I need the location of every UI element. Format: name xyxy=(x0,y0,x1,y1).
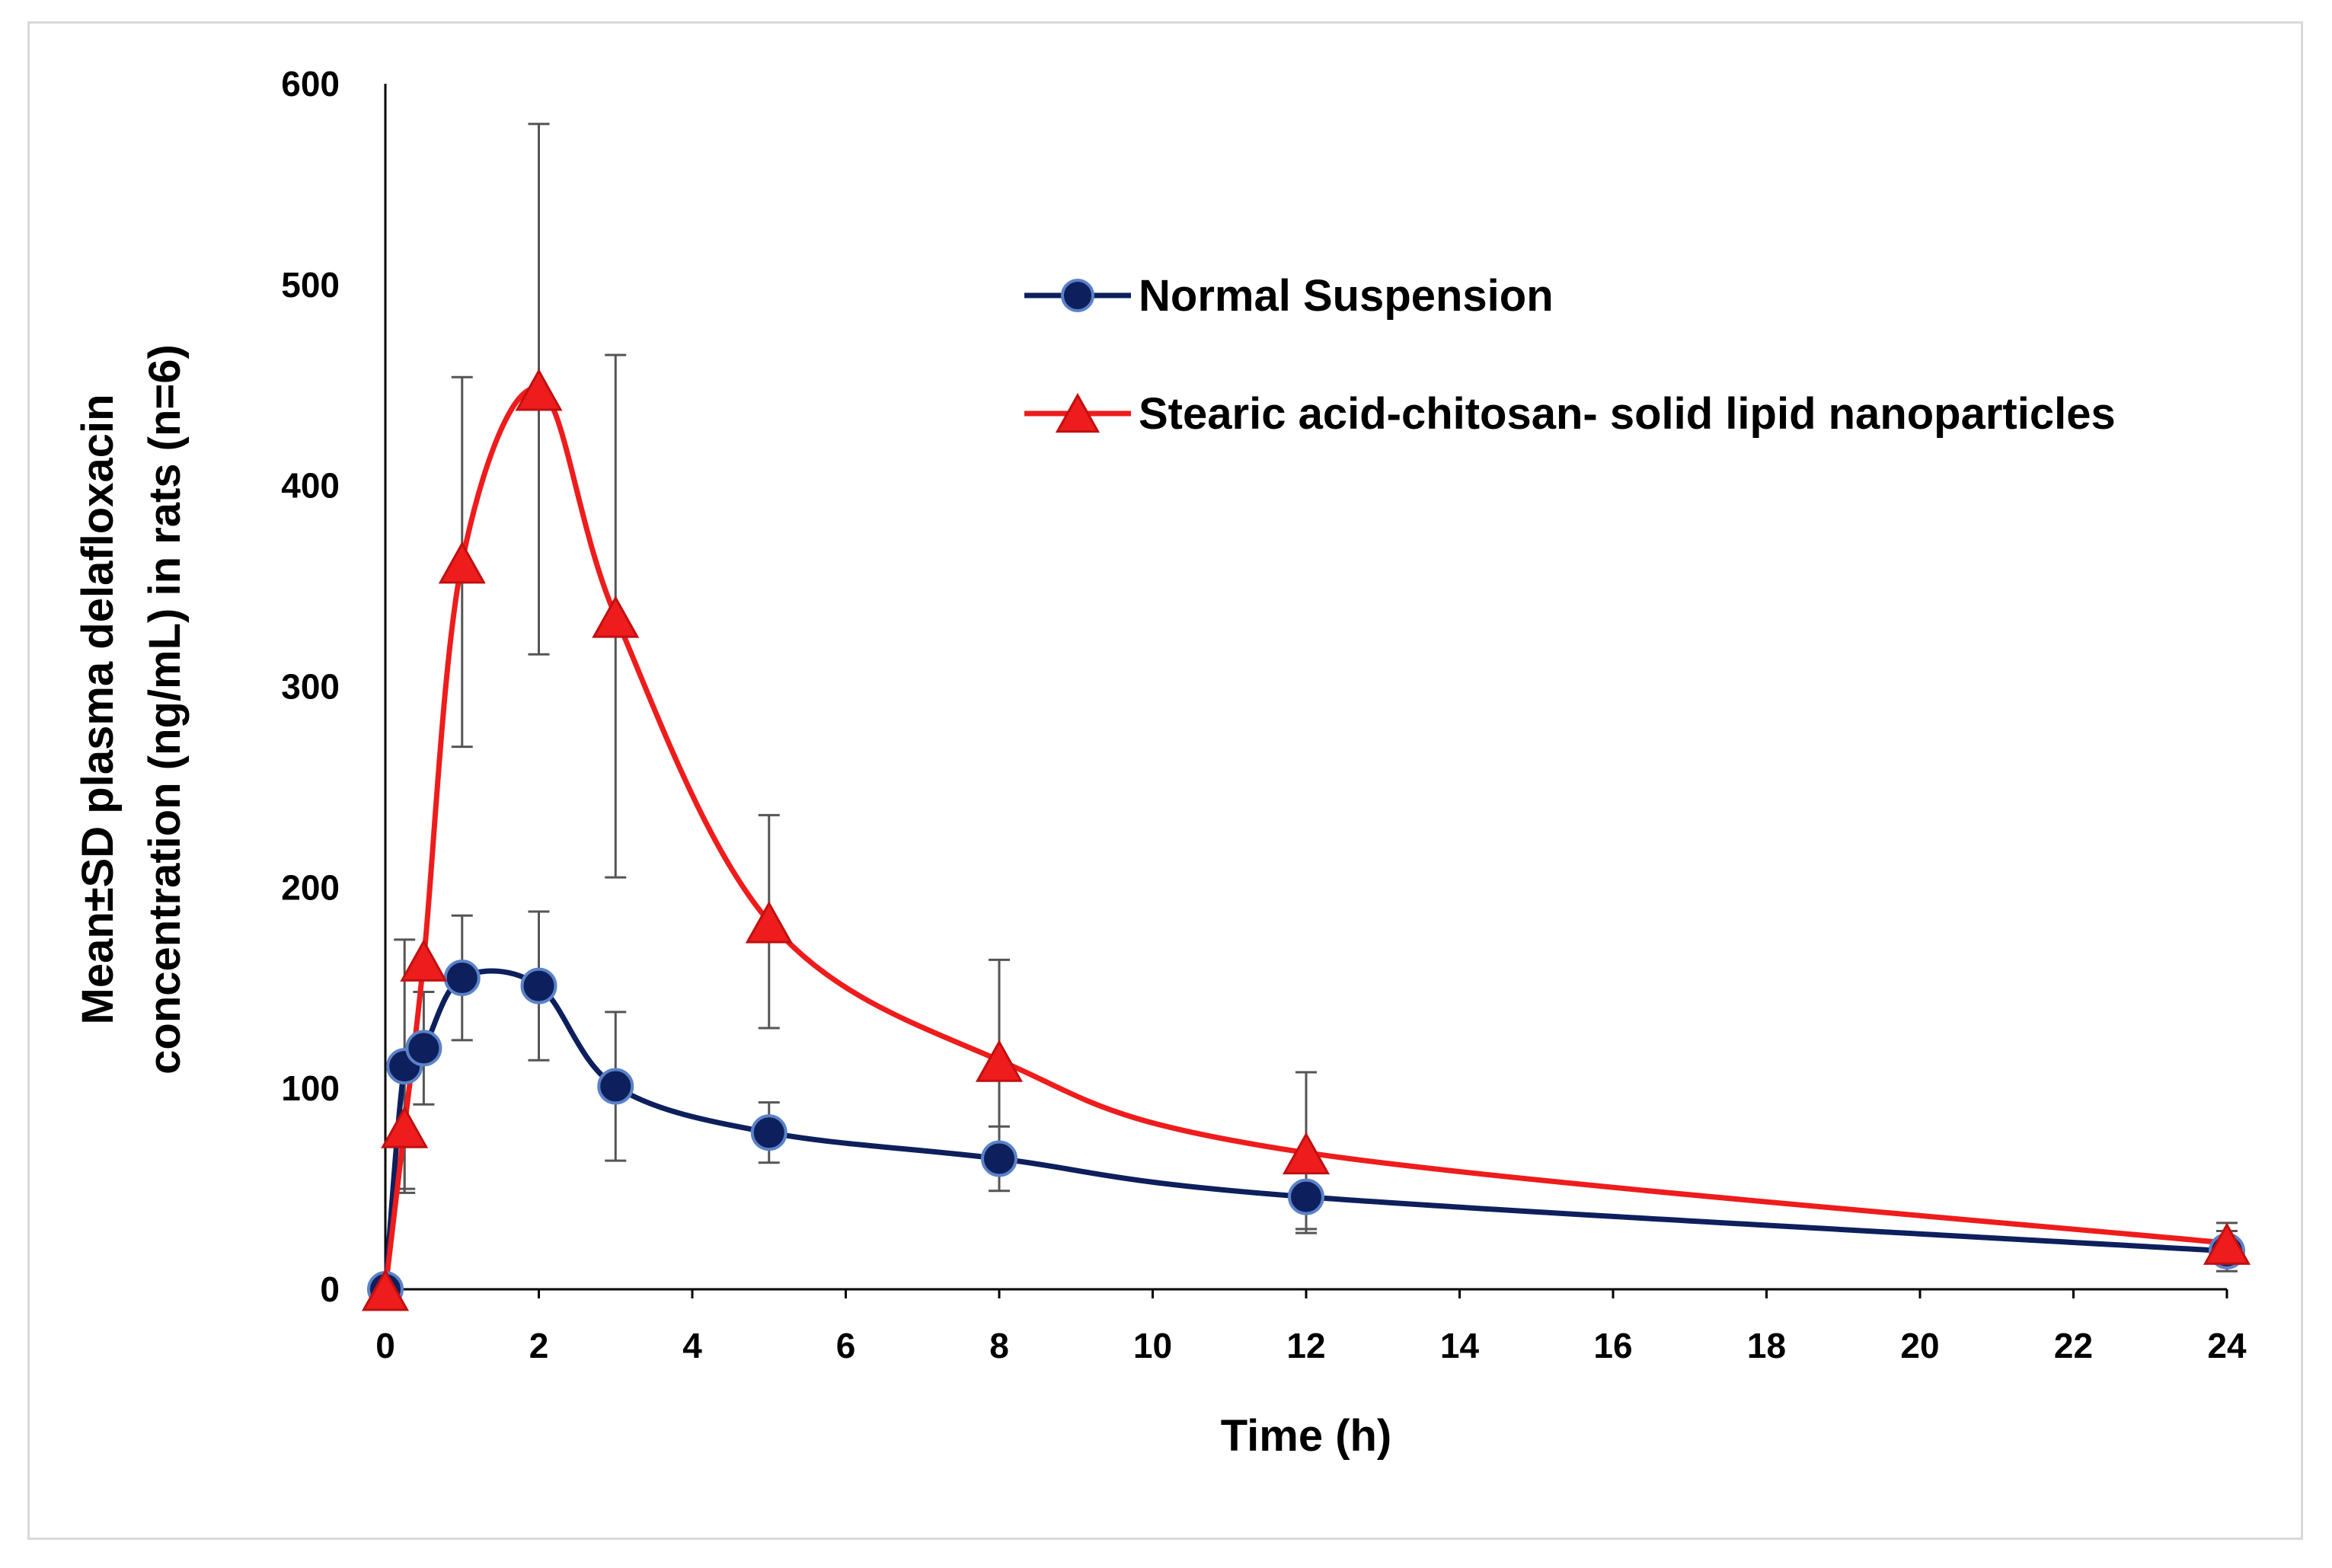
legend-label: Stearic acid-chitosan- solid lipid nanop… xyxy=(1139,389,2116,439)
x-tick-label: 24 xyxy=(2207,1326,2247,1365)
y-tick-label: 100 xyxy=(281,1068,340,1108)
data-point-circle xyxy=(520,967,557,1004)
x-tick-label: 14 xyxy=(1440,1326,1480,1365)
x-tick-label: 16 xyxy=(1593,1326,1632,1365)
data-point-triangle xyxy=(2203,1222,2251,1265)
data-point-circle xyxy=(981,1140,1017,1177)
x-tick-label: 2 xyxy=(529,1326,549,1365)
y-tick-label: 0 xyxy=(320,1269,340,1309)
x-tick-label: 10 xyxy=(1133,1326,1172,1365)
y-tick-label: 200 xyxy=(281,867,340,907)
y-axis-title-line-1: Mean±SD plasma delafloxacin xyxy=(73,394,123,1024)
x-tick-label: 8 xyxy=(989,1326,1009,1365)
legend: Normal Suspension Stearic acid-chitosan- … xyxy=(1024,271,2116,439)
y-tick-label: 400 xyxy=(281,466,340,506)
data-point-triangle xyxy=(361,1268,410,1311)
x-tick-label: 4 xyxy=(682,1326,702,1365)
y-tick-label: 500 xyxy=(281,265,340,305)
x-axis-title: Time (h) xyxy=(1221,1411,1392,1461)
data-point-triangle xyxy=(975,1039,1024,1082)
legend-marker-circle xyxy=(1061,279,1094,312)
x-tick-label: 12 xyxy=(1286,1326,1325,1365)
data-point-triangle xyxy=(592,596,640,638)
x-tick-label: 18 xyxy=(1747,1326,1786,1365)
data-point-triangle xyxy=(438,541,486,584)
data-point-triangle xyxy=(745,901,793,944)
data-point-triangle xyxy=(400,939,448,982)
legend-marker-triangle xyxy=(1055,392,1101,433)
data-point-circle xyxy=(1288,1178,1324,1215)
data-point-circle xyxy=(750,1114,787,1151)
chart-frame xyxy=(27,21,2303,1540)
y-tick-label: 300 xyxy=(281,667,340,707)
x-tick-label: 20 xyxy=(1900,1326,1939,1365)
legend-label: Normal Suspension xyxy=(1139,271,1554,321)
data-point-circle xyxy=(443,960,481,997)
series-markers xyxy=(361,368,2251,1311)
data-point-triangle xyxy=(381,1106,429,1148)
x-tick-label: 6 xyxy=(836,1326,856,1365)
x-tick-label: 0 xyxy=(375,1326,395,1365)
x-tick-label: 22 xyxy=(2054,1326,2093,1365)
data-point-circle xyxy=(597,1068,634,1105)
y-axis-title-line-2: concentration (ng/mL) in rats (n=6) xyxy=(140,344,190,1075)
data-point-triangle xyxy=(515,368,563,411)
y-tick-label: 600 xyxy=(281,64,340,104)
data-point-triangle xyxy=(1282,1132,1331,1175)
data-point-circle xyxy=(405,1030,442,1067)
